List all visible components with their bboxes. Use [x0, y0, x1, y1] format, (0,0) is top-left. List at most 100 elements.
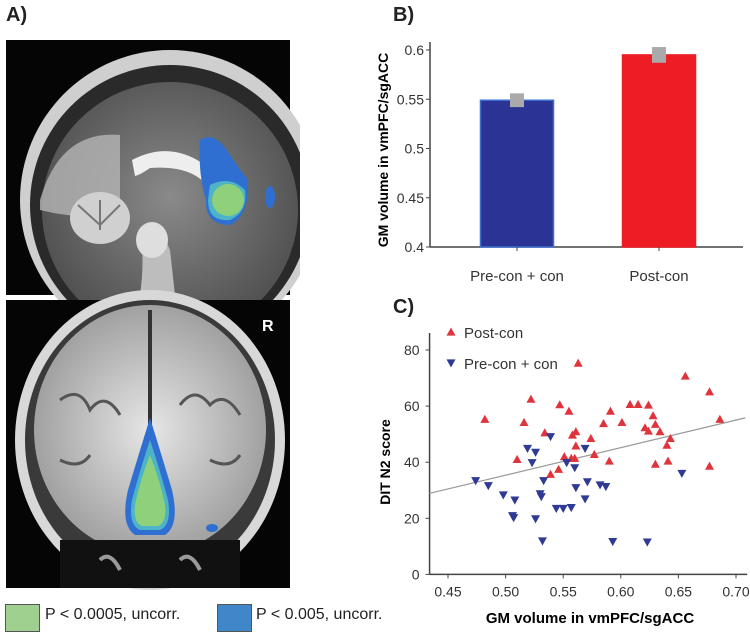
- scatter-x-tick-label: 0.45: [434, 583, 461, 599]
- pre-con-point: [537, 537, 547, 546]
- post-con-point: [573, 358, 583, 367]
- pre-con-point: [531, 515, 541, 524]
- post-con-point: [519, 417, 529, 426]
- legend-marker-post-con: [446, 327, 456, 336]
- pre-con-point: [570, 464, 580, 473]
- post-con-point: [554, 464, 564, 473]
- scatter-y-tick-label: 20: [404, 510, 420, 526]
- scatter-y-tick-label: 60: [404, 398, 420, 414]
- post-con-point: [604, 456, 614, 465]
- post-con-point: [555, 400, 565, 409]
- bar-category-label: Pre-con + con: [470, 268, 564, 285]
- legend-swatch-green: [5, 604, 40, 632]
- post-con-point: [570, 453, 580, 462]
- brain-images: [6, 40, 300, 590]
- post-con-point: [589, 449, 599, 458]
- pre-con-point: [601, 483, 611, 492]
- scatter-y-tick-label: 80: [404, 342, 420, 358]
- bar-y-tick-label: 0.5: [405, 141, 425, 157]
- post-con-point: [655, 427, 665, 436]
- bar-y-tick-label: 0.4: [405, 239, 425, 255]
- post-con-point: [567, 430, 577, 439]
- post-con-point: [605, 406, 615, 415]
- post-con-point: [625, 399, 635, 409]
- post-con-point: [650, 459, 660, 468]
- pre-con-point: [580, 495, 590, 504]
- post-con-point: [480, 414, 490, 423]
- pre-con-point: [571, 484, 581, 493]
- pre-con-point: [510, 496, 520, 505]
- scatter-x-tick-label: 0.65: [665, 583, 692, 599]
- pre-con-point: [677, 469, 687, 478]
- panel-label-b: B): [393, 4, 415, 26]
- bar-y-axis-label: GM volume in vmPFC/sgACC: [375, 53, 391, 247]
- legend-label-pre-con: Pre-con + con: [464, 356, 558, 373]
- bar-y-tick-label: 0.6: [405, 42, 425, 58]
- panel-label-c: C): [393, 296, 415, 318]
- post-con-point: [546, 469, 556, 478]
- legend-label-green: P < 0.0005, uncorr.: [45, 606, 181, 623]
- bar-1: [621, 54, 697, 248]
- post-con-point: [662, 440, 672, 449]
- post-con-point: [663, 456, 673, 465]
- pre-con-point: [582, 478, 592, 487]
- error-bar-1: [652, 47, 666, 63]
- legend-swatch-blue: [217, 604, 252, 632]
- pre-con-point: [527, 459, 537, 468]
- scatter-y-tick-label: 40: [404, 454, 420, 470]
- post-con-point: [512, 454, 522, 463]
- legend-marker-pre-con: [446, 359, 456, 368]
- pre-con-point: [551, 504, 561, 513]
- scatter-x-tick-label: 0.60: [607, 583, 634, 599]
- scatter-y-axis-label: DIT N2 score: [377, 419, 393, 505]
- scatter-x-tick-label: 0.50: [492, 583, 519, 599]
- post-con-point: [586, 433, 596, 442]
- error-bar-0: [510, 93, 524, 108]
- post-con-point: [643, 400, 653, 409]
- post-con-point: [526, 394, 536, 403]
- pre-con-point: [531, 448, 541, 457]
- pre-con-point: [558, 504, 568, 513]
- scatter-x-tick-label: 0.55: [550, 583, 577, 599]
- bar-chart: 0.4 0.45 0.5 0.55 0.6 Pre-con + con Post-con: [397, 42, 743, 285]
- bar-y-tick-label: 0.55: [397, 91, 424, 107]
- pre-con-point: [471, 477, 481, 486]
- pre-con-point: [562, 459, 572, 468]
- legend-label-post-con: Post-con: [464, 325, 523, 342]
- pre-con-point: [498, 491, 508, 500]
- scatter-y-tick-label: 0: [412, 566, 420, 582]
- pre-con-point: [539, 477, 549, 486]
- scatter-x-tick-label: 0.70: [722, 583, 749, 599]
- coronal-brain-image: [6, 290, 290, 590]
- post-con-point: [559, 452, 569, 461]
- pre-con-point: [608, 537, 618, 547]
- post-con-point: [571, 441, 581, 450]
- pre-con-point: [536, 493, 546, 502]
- post-con-point: [599, 418, 609, 428]
- legend-label-blue: P < 0.005, uncorr.: [256, 606, 383, 623]
- sagittal-brain-image: [6, 40, 300, 350]
- post-con-point: [633, 399, 643, 409]
- bar-category-label: Post-con: [629, 268, 688, 285]
- pre-con-point: [642, 538, 652, 547]
- post-con-point: [680, 371, 690, 380]
- pre-con-point: [483, 482, 493, 491]
- post-con-point: [665, 433, 675, 442]
- post-con-point: [705, 387, 715, 396]
- scatter-x-axis-label: GM volume in vmPFC/sgACC: [486, 610, 695, 627]
- orientation-label-right: R: [262, 318, 274, 335]
- bar-y-tick-label: 0.45: [397, 190, 424, 206]
- post-con-point: [643, 426, 653, 435]
- post-con-point: [650, 419, 660, 428]
- pre-con-point: [580, 444, 590, 453]
- panel-label-a: A): [6, 4, 28, 26]
- post-con-point: [705, 461, 715, 470]
- pre-con-point: [546, 433, 556, 442]
- regression-line: [429, 417, 746, 494]
- scatter-chart: 0 20 40 60 80 0.45 0.50 0.55 0.60 0.65 0.70 Post-co…: [404, 325, 750, 599]
- pre-con-point: [566, 504, 576, 513]
- post-con-point: [564, 406, 574, 415]
- post-con-point: [617, 417, 627, 426]
- post-con-point: [648, 411, 658, 420]
